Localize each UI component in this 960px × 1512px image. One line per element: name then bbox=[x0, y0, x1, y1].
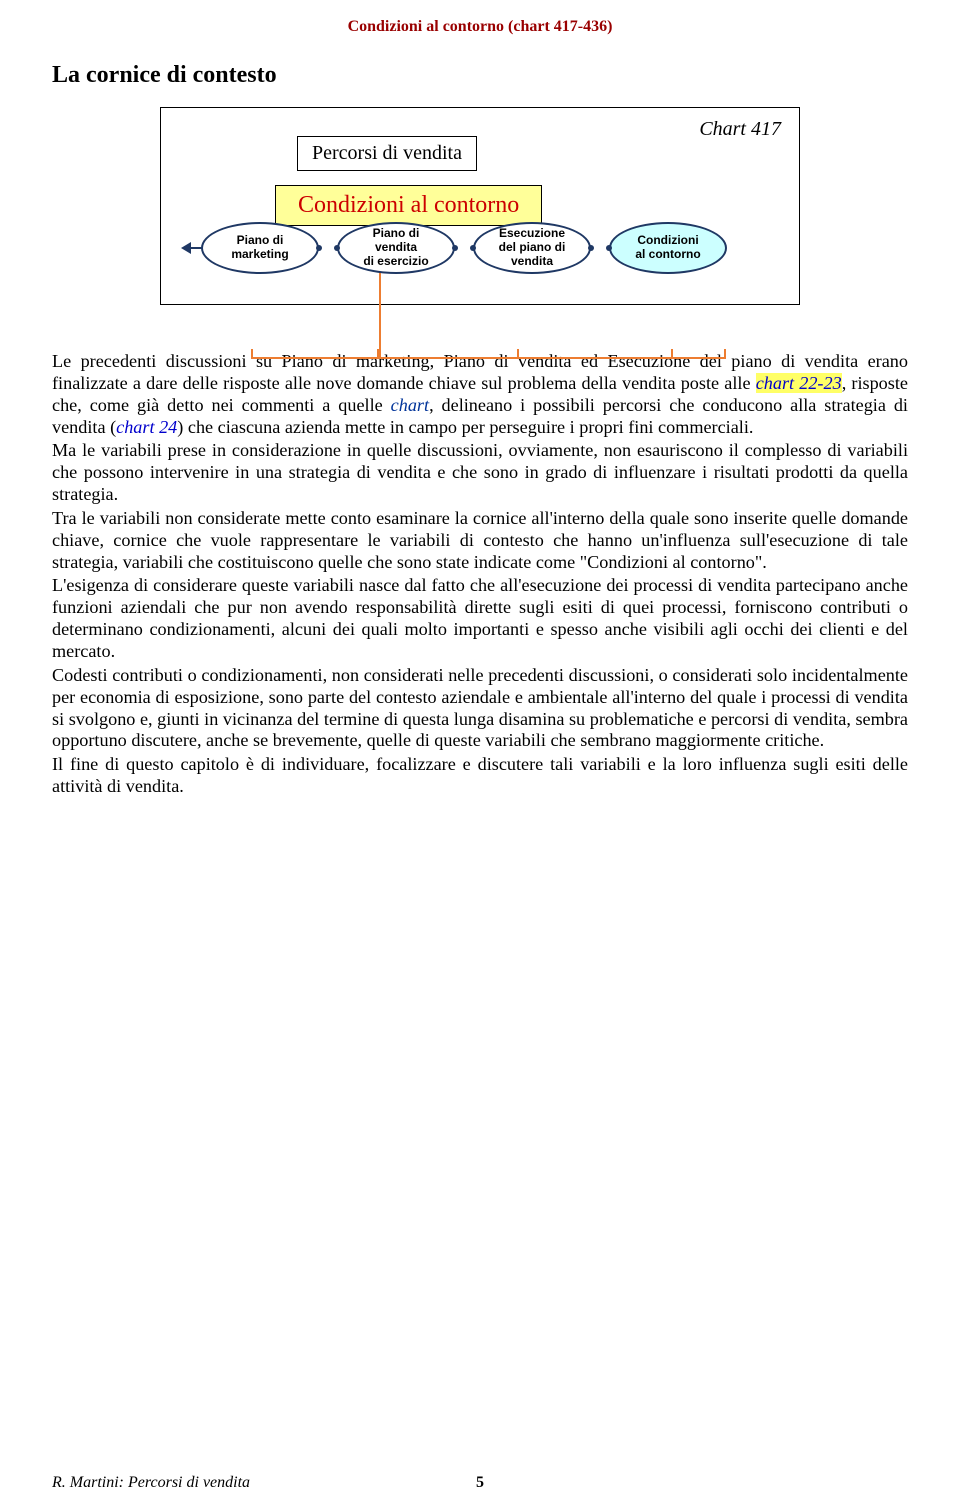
paragraph: Tra le variabili non considerate mette c… bbox=[52, 508, 908, 574]
chart-number-label: Chart 417 bbox=[699, 118, 781, 141]
page-footer: R. Martini: Percorsi di vendita 5 bbox=[52, 1474, 908, 1492]
page-header: Condizioni al contorno (chart 417-436) bbox=[52, 18, 908, 36]
ellipse-label: Condizioni al contorno bbox=[635, 234, 700, 262]
ellipse-condizioni: Condizioni al contorno bbox=[609, 222, 727, 274]
ellipse-vendita-esercizio: Piano di vendita di esercizio bbox=[337, 222, 455, 274]
box-condizioni: Condizioni al contorno bbox=[275, 185, 542, 226]
left-arrow-icon bbox=[181, 240, 203, 256]
chart-frame: Chart 417 Percorsi di vendita Condizioni… bbox=[160, 107, 800, 305]
ellipse-label: Piano di vendita di esercizio bbox=[363, 227, 428, 268]
paragraph: Il fine di questo capitolo è di individu… bbox=[52, 754, 908, 798]
ellipse-label: Piano di marketing bbox=[231, 234, 288, 262]
ellipse-esecuzione: Esecuzione del piano di vendita bbox=[473, 222, 591, 274]
ellipse-marketing: Piano di marketing bbox=[201, 222, 319, 274]
section-heading: La cornice di contesto bbox=[52, 62, 908, 89]
footer-left: R. Martini: Percorsi di vendita bbox=[52, 1474, 250, 1491]
ellipse-label: Esecuzione del piano di vendita bbox=[499, 227, 566, 268]
paragraph: Ma le variabili prese in considerazione … bbox=[52, 440, 908, 506]
box-percorsi: Percorsi di vendita bbox=[297, 136, 477, 171]
paragraph: L'esigenza di considerare queste variabi… bbox=[52, 575, 908, 662]
footer-page-number: 5 bbox=[476, 1474, 484, 1492]
ellipse-row: Piano di marketing Piano di vendita di e… bbox=[201, 222, 727, 274]
body-text: Le precedenti discussioni su Piano di ma… bbox=[52, 351, 908, 798]
paragraph: Codesti contributi o condizionamenti, no… bbox=[52, 665, 908, 752]
paragraph: Le precedenti discussioni su Piano di ma… bbox=[52, 351, 908, 438]
